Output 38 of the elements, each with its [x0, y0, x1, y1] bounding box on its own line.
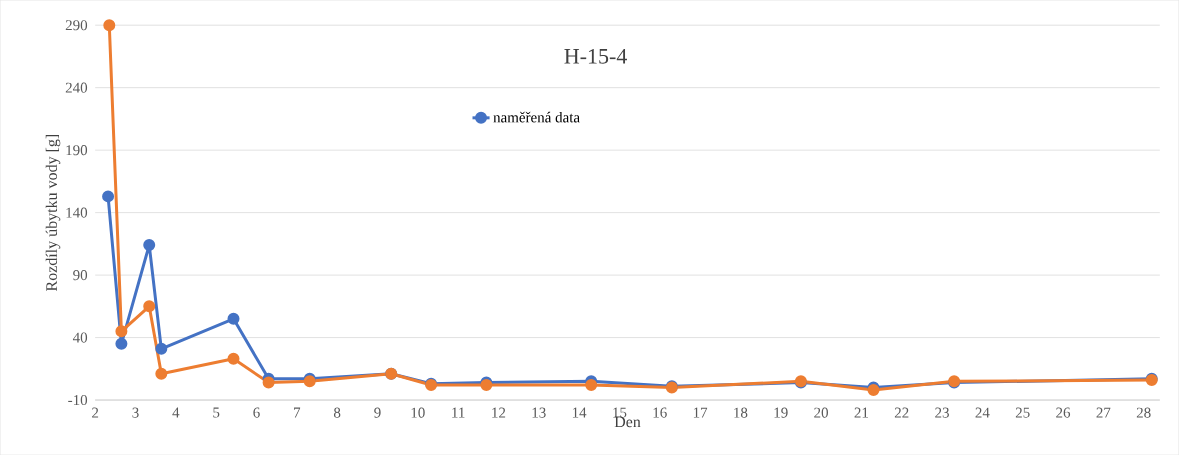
x-tick-label: 10	[411, 407, 425, 418]
x-tick-label: 3	[132, 407, 139, 418]
x-tick-label: 11	[452, 407, 465, 418]
x-tick-label: 27	[1096, 407, 1111, 418]
legend-label: naměřená data	[493, 111, 580, 123]
x-tick-label: 15	[613, 407, 627, 418]
x-tick-label: 24	[975, 407, 990, 418]
y-axis-title: Rozdíly úbytku vody [g]	[45, 134, 61, 291]
y-tick-label: 240	[65, 82, 88, 93]
x-tick-label: 9	[374, 407, 381, 418]
y-tick-label: -10	[68, 394, 88, 405]
x-tick-label: 18	[734, 407, 748, 418]
x-tick-label: 28	[1136, 407, 1151, 418]
y-tick-label: 90	[73, 269, 88, 281]
x-tick-label: 8	[333, 407, 341, 418]
x-tick-label: 19	[774, 407, 788, 418]
x-tick-label: 25	[1015, 407, 1030, 418]
x-tick-label: 26	[1056, 407, 1071, 418]
x-tick-label: 16	[653, 407, 667, 418]
x-tick-label: 5	[213, 407, 220, 418]
x-tick-label: 22	[894, 407, 909, 418]
x-tick-label: 2	[92, 407, 99, 418]
text: H-15-4	[564, 48, 627, 64]
x-tick-label: 23	[935, 407, 949, 418]
x-tick-label: 4	[172, 407, 180, 418]
x-tick-label: 17	[693, 407, 708, 418]
x-tick-label: 7	[294, 407, 301, 418]
y-tick-label: 190	[66, 144, 88, 156]
x-tick-label: 6	[253, 407, 260, 418]
x-tick-label: 21	[854, 407, 868, 418]
x-tick-label: 12	[492, 407, 506, 418]
x-axis-title: Den	[614, 416, 641, 428]
x-tick-label: 20	[814, 407, 828, 418]
x-tick-label: 13	[532, 407, 546, 418]
y-tick-label: 40	[72, 332, 88, 343]
y-tick-label: 290	[65, 20, 88, 31]
x-tick-label: 14	[572, 407, 587, 418]
y-tick-label: 140	[66, 207, 88, 218]
